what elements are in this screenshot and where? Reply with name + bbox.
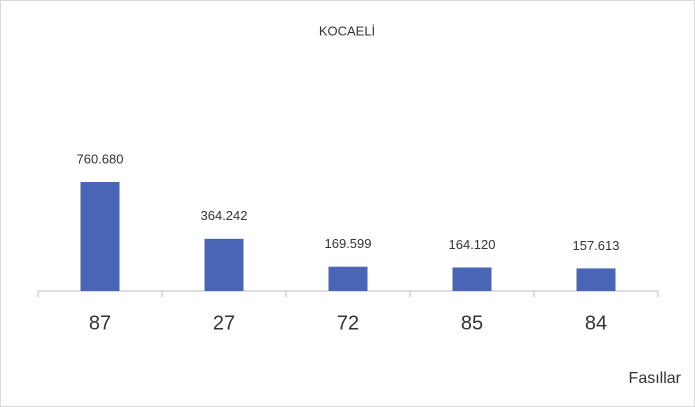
bar <box>576 268 616 291</box>
x-tick-label: 27 <box>213 312 235 334</box>
x-tick-label: 87 <box>89 312 111 334</box>
data-label: 760.680 <box>77 151 124 166</box>
bar <box>452 267 492 291</box>
x-tick-label: 72 <box>337 312 359 334</box>
data-label: 157.613 <box>573 238 620 253</box>
chart-title: KOCAELİ <box>319 23 375 38</box>
x-axis-label: Fasıllar <box>629 370 682 387</box>
bar <box>328 266 368 291</box>
bar <box>204 238 244 291</box>
x-tick-label: 85 <box>461 312 483 334</box>
data-label: 169.599 <box>325 236 372 251</box>
bar <box>80 182 120 291</box>
x-tick-label: 84 <box>585 312 607 334</box>
data-label: 164.120 <box>449 237 496 252</box>
data-label: 364.242 <box>201 208 248 223</box>
